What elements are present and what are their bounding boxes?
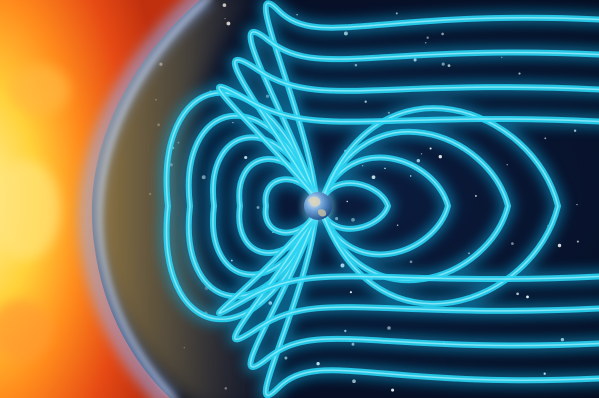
star [244, 155, 248, 160]
star [544, 137, 547, 140]
star [518, 72, 521, 75]
star [395, 12, 398, 15]
star [506, 163, 508, 166]
solar-glow-patches [0, 65, 70, 360]
field-line-core [265, 213, 599, 397]
star [557, 243, 562, 248]
star [474, 194, 477, 197]
star [384, 167, 386, 170]
field-line-core [321, 182, 389, 230]
star [349, 291, 352, 294]
field-line-core [234, 59, 599, 199]
star [576, 203, 578, 206]
star [391, 388, 395, 392]
star [409, 175, 412, 177]
field-line-core [321, 107, 559, 305]
magnetic-field-lines [163, 0, 599, 398]
star [409, 260, 413, 264]
star [284, 356, 288, 360]
magnetosheath-haze [84, 0, 289, 398]
bow-shock-arc [78, 0, 213, 398]
star [576, 240, 579, 243]
star [396, 224, 399, 226]
star [441, 32, 444, 36]
star [346, 200, 348, 203]
field-line-core [249, 31, 599, 199]
field-line-core [249, 213, 599, 368]
star [424, 42, 427, 44]
star [201, 175, 206, 180]
star [526, 295, 529, 299]
star [364, 100, 367, 103]
star [441, 62, 445, 66]
field-line-core [218, 213, 599, 314]
star [511, 242, 514, 245]
star [447, 64, 451, 67]
star [426, 36, 429, 39]
earth-land [308, 196, 321, 207]
star [371, 175, 376, 180]
star [573, 129, 577, 132]
star [516, 292, 519, 296]
star [352, 379, 356, 384]
field-line-core [218, 86, 599, 199]
bow-shock-edge [97, 0, 211, 398]
field-line-core [264, 178, 319, 234]
star [351, 217, 355, 222]
star [429, 147, 432, 150]
field-line-core [321, 156, 449, 256]
star [387, 326, 391, 330]
field-line-core [264, 2, 599, 199]
earth-globe [301, 189, 335, 223]
star [420, 153, 423, 155]
field-line-core [212, 136, 319, 276]
star [344, 329, 347, 333]
star [438, 155, 442, 159]
